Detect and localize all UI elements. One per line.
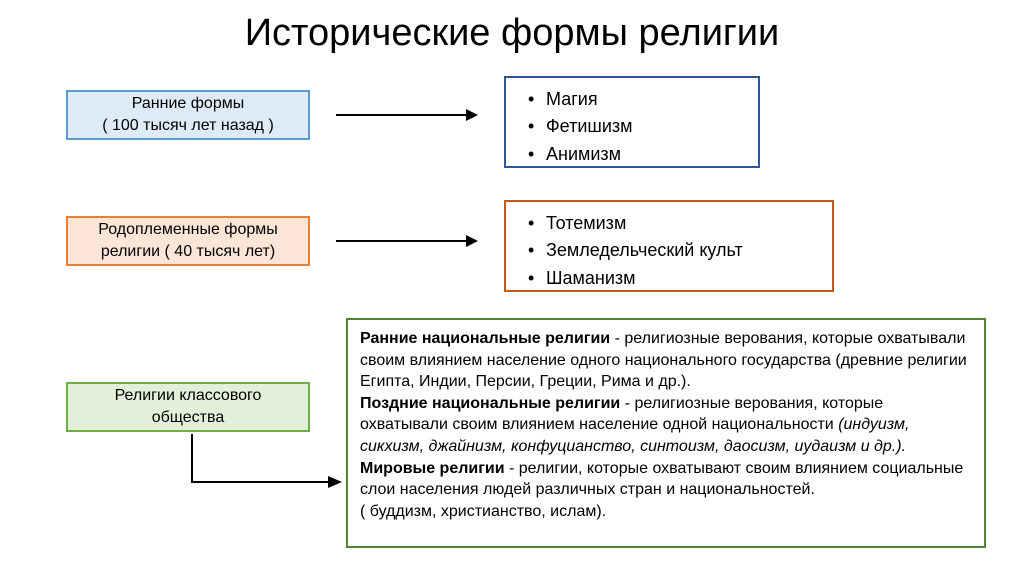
para-world-religions: Мировые религии - религии, которые охват…	[360, 458, 972, 501]
arrow-icon	[190, 432, 350, 502]
box-national-religions: Ранние национальные религии - религиозны…	[346, 318, 986, 548]
box-early-forms-line1: Ранние формы	[132, 95, 244, 112]
para-early-national: Ранние национальные религии - религиозны…	[360, 328, 972, 393]
box-early-forms-line2: ( 100 тысяч лет назад )	[102, 117, 274, 134]
bold-term: Ранние национальные религии	[360, 330, 610, 347]
list-item: Магия	[528, 87, 633, 111]
box-class-society-line1: Религии классового	[115, 387, 262, 404]
box-early-forms: Ранние формы ( 100 тысяч лет назад )	[66, 90, 310, 140]
box-tribal-forms-line2: религии ( 40 тысяч лет)	[101, 243, 275, 260]
box-class-society: Религии классового общества	[66, 382, 310, 432]
arrow-icon	[336, 114, 476, 116]
bold-term: Поздние национальные религии	[360, 395, 620, 412]
box-tribal-forms-line1: Родоплеменные формы	[98, 221, 278, 238]
bold-term: Мировые религии	[360, 460, 505, 477]
box-tribal-forms: Родоплеменные формы религии ( 40 тысяч л…	[66, 216, 310, 266]
box-magic-list: Магия Фетишизм Анимизм	[504, 76, 760, 168]
box-class-society-line2: общества	[152, 409, 225, 426]
list-item: Тотемизм	[528, 211, 743, 235]
list-item: Шаманизм	[528, 266, 743, 290]
list-item: Земледельческий культ	[528, 238, 743, 262]
box-totem-list: Тотемизм Земледельческий культ Шаманизм	[504, 200, 834, 292]
list-item: Фетишизм	[528, 114, 633, 138]
list-item: Анимизм	[528, 142, 633, 166]
arrow-icon	[336, 240, 476, 242]
page-title: Исторические формы религии	[0, 12, 1024, 55]
para-world-examples: ( буддизм, христианство, ислам).	[360, 501, 972, 523]
para-late-national: Поздние национальные религии - религиозн…	[360, 393, 972, 458]
